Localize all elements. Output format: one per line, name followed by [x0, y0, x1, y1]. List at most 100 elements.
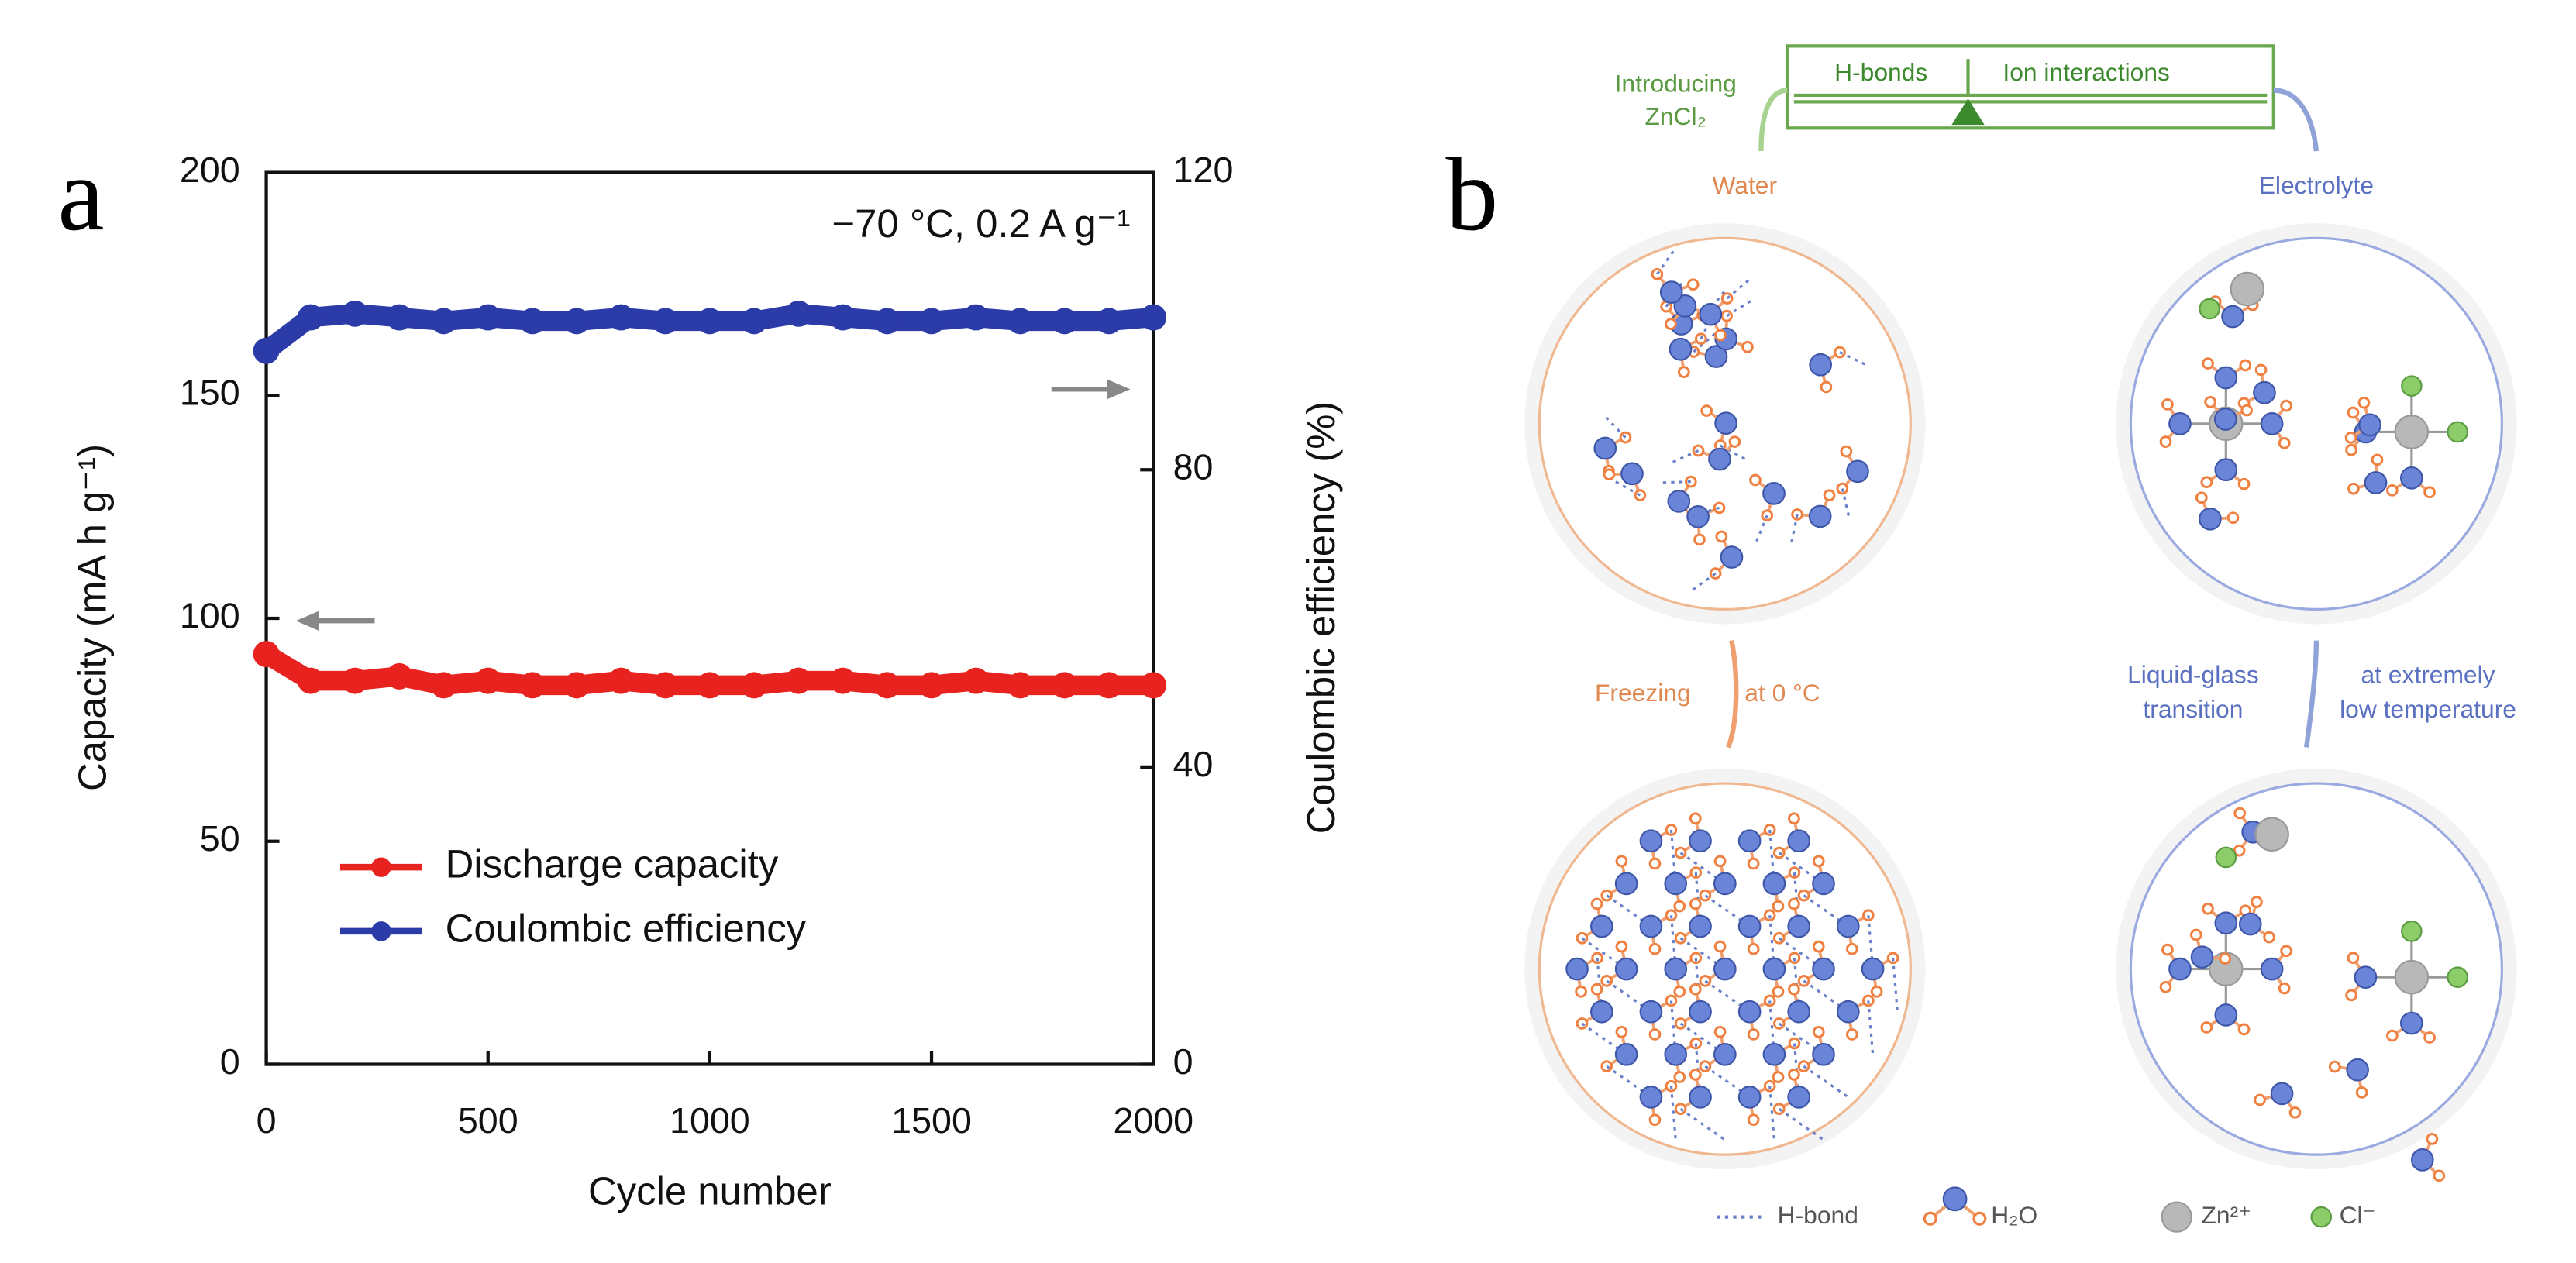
hydrogen	[2347, 406, 2360, 419]
series-point	[474, 667, 501, 694]
series-point	[829, 304, 856, 331]
oxygen	[2168, 412, 2192, 435]
hydrogen	[1673, 985, 1686, 998]
hydrogen	[2355, 1086, 2368, 1099]
arrow	[2273, 88, 2319, 152]
hydrogen	[1648, 1028, 1662, 1041]
h-bond	[1581, 1022, 1627, 1056]
series-point	[253, 337, 280, 364]
hydrogen	[2159, 980, 2172, 993]
hydrogen	[1689, 983, 1702, 996]
process-label: low temperature	[2340, 695, 2516, 723]
chloride	[2401, 375, 2423, 397]
y-tick-label: 100	[180, 595, 240, 635]
oxygen	[1762, 872, 1786, 896]
hydrogen	[2433, 1169, 2446, 1182]
balance-label: H-bonds	[1834, 58, 1927, 86]
series-point	[563, 308, 591, 335]
oxygen	[2238, 912, 2262, 936]
x-tick-label: 1000	[670, 1100, 750, 1141]
chloride	[2401, 921, 2423, 942]
oxygen	[2358, 413, 2382, 437]
h-bond	[1700, 308, 1717, 339]
oxygen	[1846, 459, 1869, 484]
oxygen	[1708, 447, 1731, 471]
h-bond	[1669, 1000, 1677, 1055]
transition-label: ZnCl₂	[1645, 102, 1706, 130]
series-point	[785, 667, 812, 694]
oxygen	[1664, 957, 1688, 981]
hydrogen	[2190, 928, 2202, 941]
oxygen	[1836, 1000, 1860, 1024]
oxygen	[1639, 1086, 1663, 1109]
balance	[1726, 44, 2319, 749]
zinc	[2230, 271, 2265, 307]
h-bond	[1720, 444, 1750, 463]
h-bond	[1665, 278, 1686, 308]
h-bond	[1768, 915, 1775, 969]
oxygen	[1565, 957, 1589, 981]
oxygen	[2253, 380, 2276, 404]
oxygen	[2214, 366, 2238, 390]
legend-label: Zn²⁺	[2202, 1201, 2251, 1229]
oxygen	[1639, 914, 1663, 938]
series-point	[918, 672, 945, 699]
h-bond	[1753, 514, 1768, 547]
h-bond	[1778, 852, 1824, 885]
hydrogen	[1823, 489, 1836, 502]
h-bond	[1610, 478, 1641, 497]
hydrogen	[1600, 1060, 1613, 1072]
h-bond	[1669, 1086, 1677, 1141]
hydrogen	[1741, 341, 1754, 353]
h-bond	[1867, 915, 1875, 969]
series-point	[474, 304, 501, 331]
series-point	[519, 308, 546, 335]
hydrogen	[2345, 443, 2357, 456]
x-axis-label: Cycle number	[588, 1168, 832, 1213]
state-circle	[2129, 782, 2504, 1156]
oxygen	[2399, 466, 2423, 490]
series-point	[873, 672, 901, 699]
y2-axis-label: Coulombic efficiency (%)	[1299, 401, 1343, 835]
oxygen	[2354, 965, 2378, 989]
h-bond	[1606, 894, 1652, 927]
oxygen	[1667, 490, 1691, 513]
hydrogen	[2344, 432, 2357, 444]
oxygen	[1713, 872, 1737, 896]
arrow-head	[295, 611, 319, 631]
h-bond	[1704, 894, 1751, 927]
oxygen	[1620, 462, 1644, 486]
balance-box	[1786, 44, 2275, 130]
h-bond	[1778, 1107, 1824, 1141]
series-point	[652, 672, 679, 699]
hydrogen	[2347, 482, 2360, 495]
process-label: at extremely	[2361, 661, 2495, 689]
hydrogen	[2263, 931, 2275, 944]
h-bond	[1803, 979, 1849, 1013]
series-point	[386, 662, 413, 690]
hydrogen	[1615, 855, 1628, 868]
oxygen	[1689, 914, 1712, 938]
series-point	[741, 308, 768, 335]
hydrogen	[1689, 812, 1702, 825]
h-bond	[1581, 937, 1627, 970]
oxygen	[1737, 914, 1762, 938]
series-point	[785, 300, 812, 327]
hydrogen	[2233, 807, 2247, 820]
hydrogen	[1603, 468, 1616, 481]
h-bond	[1768, 1000, 1775, 1055]
oxygen	[1590, 914, 1613, 938]
h-bond	[1688, 572, 1717, 594]
series-point	[1051, 308, 1078, 335]
oxygen	[1720, 545, 1744, 569]
oxygen	[2168, 957, 2192, 981]
legend-zn	[2161, 1201, 2192, 1233]
h-bond	[1892, 958, 1899, 1012]
hydrogen	[1772, 1071, 1785, 1083]
legend-label: H₂O	[1991, 1201, 2037, 1229]
hydrogen	[1747, 942, 1760, 955]
hydrogen	[1673, 1071, 1686, 1083]
hydrogen	[1713, 1025, 1727, 1038]
process-label: transition	[2143, 695, 2243, 723]
y2-tick-label: 0	[1173, 1041, 1193, 1082]
